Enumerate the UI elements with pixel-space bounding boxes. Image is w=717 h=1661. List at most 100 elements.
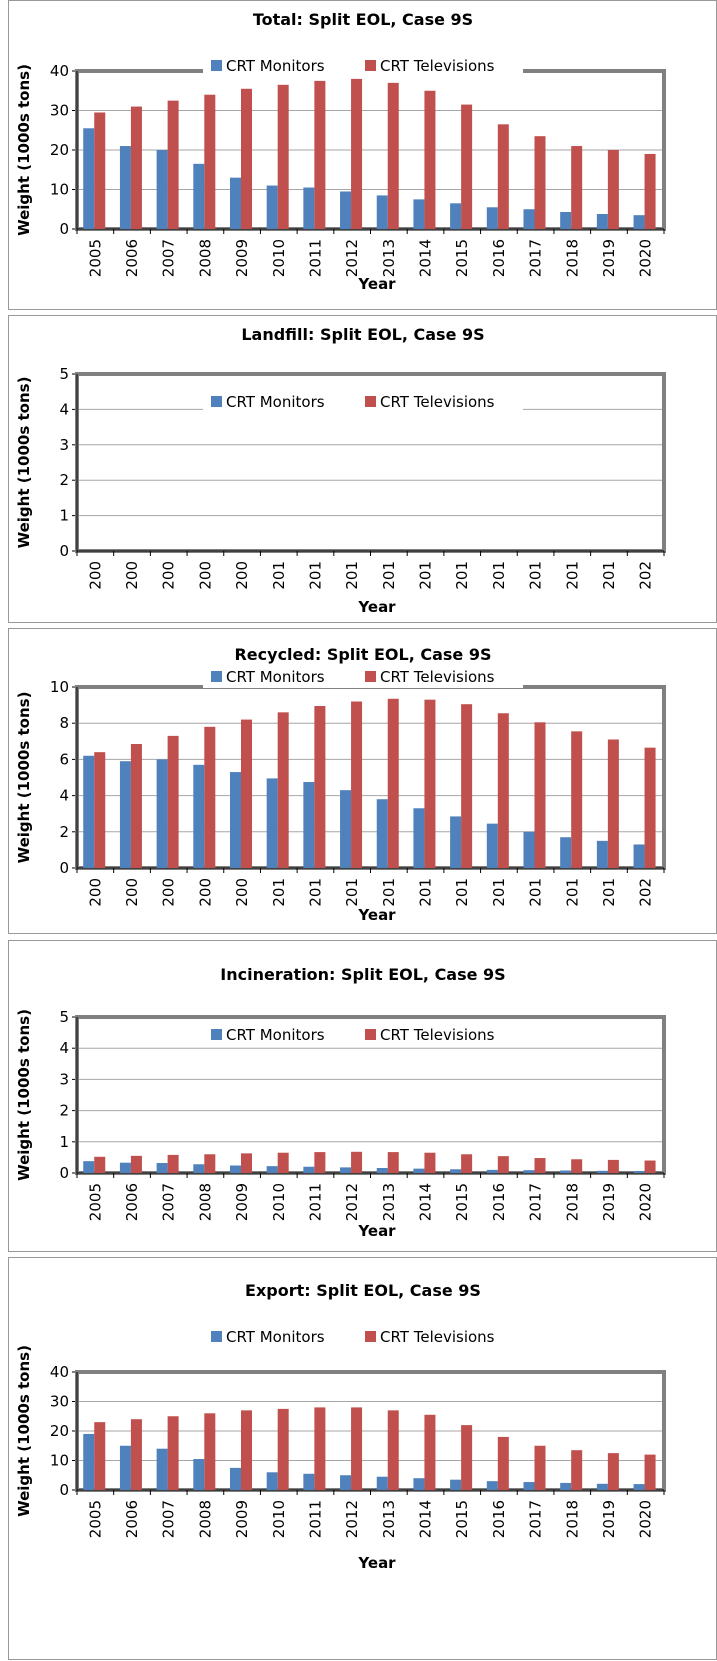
bar-crt-televisions (277, 84, 289, 229)
y-tick-label: 30 (50, 102, 69, 120)
x-tick-label: 201 (380, 561, 398, 590)
y-tick-label: 30 (50, 1393, 69, 1411)
bar-crt-monitors (523, 209, 535, 229)
bar-crt-monitors (303, 1473, 315, 1490)
bar-crt-monitors (376, 799, 388, 868)
legend-item-crt-televisions-swatch (365, 60, 376, 71)
bar-crt-televisions (424, 699, 436, 868)
x-tick-label: 2009 (233, 1500, 251, 1538)
x-tick-label: 2009 (233, 239, 251, 277)
bar-crt-televisions (240, 88, 252, 230)
bar-crt-monitors (156, 1448, 168, 1490)
x-tick-label: 201 (527, 878, 545, 907)
chart-svg: Landfill: Split EOL, Case 9S 0 1 2 3 4 5 200 200… (15, 325, 666, 616)
bar-crt-monitors (83, 128, 95, 229)
bar-crt-monitors (119, 146, 131, 229)
bar-crt-televisions (240, 1410, 252, 1490)
bar-crt-monitors (486, 1169, 498, 1173)
x-tick-label: 201 (343, 878, 361, 907)
legend-item-crt-monitors-swatch (211, 671, 222, 682)
bar-crt-monitors (83, 1433, 95, 1490)
bar-crt-televisions (314, 1152, 326, 1173)
bar-crt-televisions (424, 90, 436, 229)
bar-crt-televisions (167, 1154, 179, 1173)
x-axis-label: Year (357, 275, 396, 293)
bar-crt-televisions (571, 731, 583, 868)
x-tick-label: 201 (600, 561, 618, 590)
legend-box (203, 1326, 523, 1348)
x-tick-label: 201 (306, 561, 324, 590)
x-tick-label: 2015 (453, 239, 471, 277)
chart-panel-total: Total: Split EOL, Case 9S 0 10 20 30 40 2005 20… (8, 0, 717, 310)
y-tick-label: 6 (59, 750, 69, 768)
x-tick-label: 2020 (637, 1500, 655, 1538)
bar-crt-monitors (413, 199, 425, 229)
chart-svg: Recycled: Split EOL, Case 9S 0 2 4 6 8 10 200 20… (15, 645, 666, 924)
x-tick-label: 2019 (600, 1500, 618, 1538)
bar-crt-televisions (240, 1153, 252, 1173)
bar-crt-televisions (351, 78, 363, 230)
bar-crt-monitors (596, 1483, 608, 1490)
legend-item-crt-monitors-swatch (211, 1029, 222, 1040)
legend-item-crt-monitors-label: CRT Monitors (226, 1328, 325, 1346)
bar-crt-monitors (193, 764, 205, 868)
bar-crt-monitors (596, 1170, 608, 1173)
bar-crt-televisions (387, 1410, 399, 1490)
x-tick-label: 2007 (160, 1183, 178, 1221)
bar-crt-televisions (94, 752, 106, 868)
bar-crt-monitors (156, 150, 168, 229)
bar-crt-televisions (607, 739, 619, 868)
x-tick-label: 2018 (563, 239, 581, 277)
x-tick-label: 2010 (270, 239, 288, 277)
x-tick-label: 201 (490, 878, 508, 907)
x-tick-label: 2017 (527, 1183, 545, 1221)
chart-title: Landfill: Split EOL, Case 9S (241, 325, 484, 344)
bar-crt-televisions (94, 1422, 106, 1490)
x-tick-label: 200 (160, 561, 178, 590)
x-tick-label: 201 (270, 561, 288, 590)
bar-crt-monitors (119, 1445, 131, 1490)
legend-box (203, 666, 523, 688)
bar-crt-monitors (266, 185, 278, 229)
bar-crt-monitors (633, 1171, 645, 1173)
chart-title: Incineration: Split EOL, Case 9S (220, 965, 505, 984)
x-axis-label: Year (357, 1222, 396, 1240)
bar-crt-monitors (193, 1459, 205, 1490)
bar-crt-monitors (340, 1167, 352, 1173)
bar-crt-televisions (167, 735, 179, 868)
x-tick-label: 2010 (270, 1183, 288, 1221)
y-tick-label: 1 (59, 507, 69, 525)
x-tick-label: 2008 (196, 1500, 214, 1538)
bar-crt-monitors (633, 844, 645, 868)
y-tick-label: 0 (59, 859, 69, 877)
bar-crt-monitors (303, 782, 315, 868)
bar-crt-televisions (497, 1436, 509, 1490)
x-tick-label: 201 (417, 878, 435, 907)
x-tick-label: 2006 (123, 1183, 141, 1221)
y-tick-label: 2 (59, 471, 69, 489)
bar-crt-televisions (130, 1419, 142, 1490)
x-tick-label: 200 (196, 878, 214, 907)
x-tick-label: 2011 (306, 1500, 324, 1538)
x-tick-label: 201 (343, 561, 361, 590)
bar-crt-televisions (644, 1160, 656, 1173)
bar-crt-monitors (340, 191, 352, 229)
legend-item-crt-monitors-label: CRT Monitors (226, 668, 325, 686)
bar-crt-monitors (340, 1475, 352, 1490)
bar-crt-televisions (277, 712, 289, 868)
y-tick-label: 0 (59, 220, 69, 238)
bar-crt-televisions (461, 1154, 473, 1173)
chart-panel-landfill: Landfill: Split EOL, Case 9S 0 1 2 3 4 5 200 200… (8, 315, 717, 623)
bar-crt-televisions (424, 1414, 436, 1490)
bar-crt-monitors (83, 755, 95, 868)
bar-crt-monitors (633, 1484, 645, 1490)
bar-crt-televisions (534, 136, 546, 229)
x-tick-label: 2007 (160, 239, 178, 277)
bar-crt-monitors (229, 1467, 241, 1490)
x-tick-label: 2020 (637, 239, 655, 277)
x-tick-label: 2005 (86, 1183, 104, 1221)
legend-item-crt-televisions-swatch (365, 396, 376, 407)
x-tick-label: 2014 (417, 1183, 435, 1221)
bar-crt-monitors (560, 1170, 572, 1173)
y-tick-label: 40 (50, 62, 69, 80)
